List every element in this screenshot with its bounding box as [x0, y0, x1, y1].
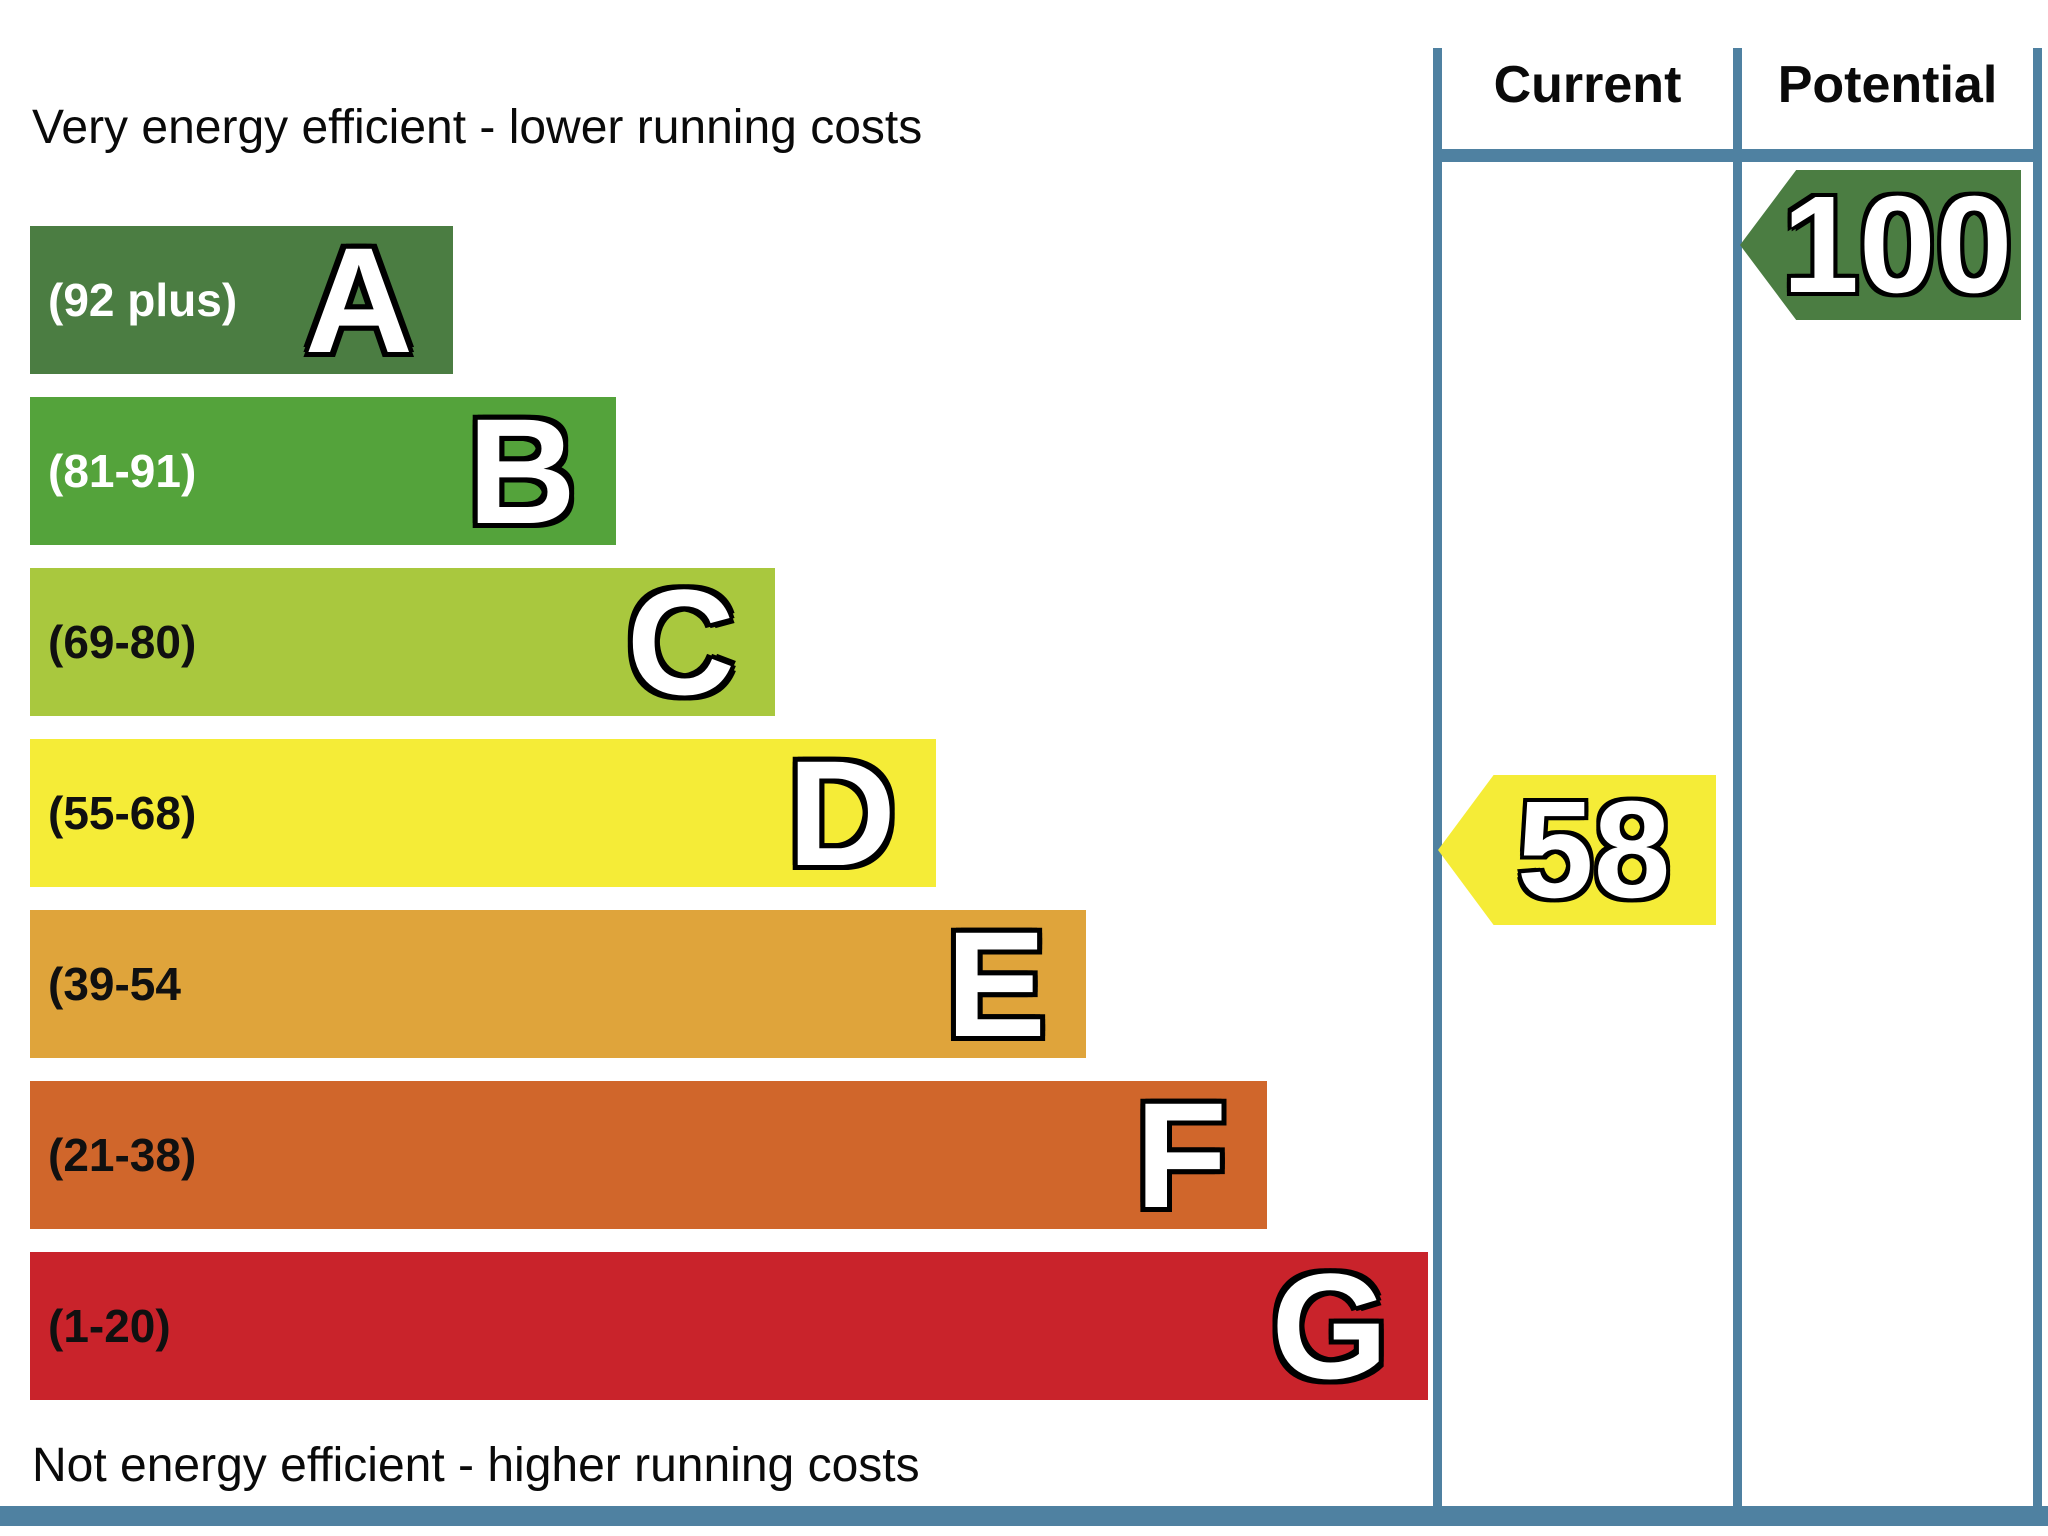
column-border-left — [1433, 48, 1442, 1506]
column-header-potential: Potential — [1777, 56, 1998, 114]
header-underline — [1433, 149, 2042, 162]
band-range-label: (92 plus) — [48, 274, 238, 326]
current-rating-arrow: 58 — [1438, 775, 1716, 925]
band-letter: B — [467, 387, 576, 555]
band-letter: D — [787, 729, 896, 897]
band-range-label: (1-20) — [48, 1300, 171, 1352]
band-row-d: (55-68) D — [30, 729, 936, 897]
band-row-e: (39-54 E — [30, 900, 1086, 1068]
top-caption: Very energy efficient - lower running co… — [32, 101, 923, 154]
band-row-b: (81-91) B — [30, 387, 616, 555]
band-letter: E — [945, 900, 1046, 1068]
column-border-right — [2033, 48, 2042, 1506]
band-letter: G — [1271, 1242, 1388, 1410]
band-letter: A — [304, 216, 413, 384]
band-range-label: (39-54 — [48, 958, 181, 1010]
band-range-label: (55-68) — [48, 787, 197, 839]
band-range-label: (69-80) — [48, 616, 197, 668]
bottom-caption: Not energy efficient - higher running co… — [32, 1439, 920, 1492]
band-row-f: (21-38) F — [30, 1071, 1267, 1239]
column-header-current: Current — [1493, 56, 1682, 114]
band-row-c: (69-80) C — [30, 558, 775, 726]
band-row-g: (1-20) G — [30, 1242, 1428, 1410]
potential-rating-value: 100 — [1782, 168, 2013, 322]
band-range-label: (21-38) — [48, 1129, 197, 1181]
current-rating-value: 58 — [1516, 773, 1671, 927]
column-border-middle — [1733, 48, 1742, 1506]
band-range-label: (81-91) — [48, 445, 197, 497]
band-letter: C — [626, 558, 735, 726]
band-letter: F — [1135, 1071, 1227, 1239]
chart-bottom-rule — [0, 1506, 2048, 1526]
band-row-a: (92 plus) A — [30, 216, 453, 384]
potential-rating-arrow: 100 — [1740, 170, 2021, 320]
